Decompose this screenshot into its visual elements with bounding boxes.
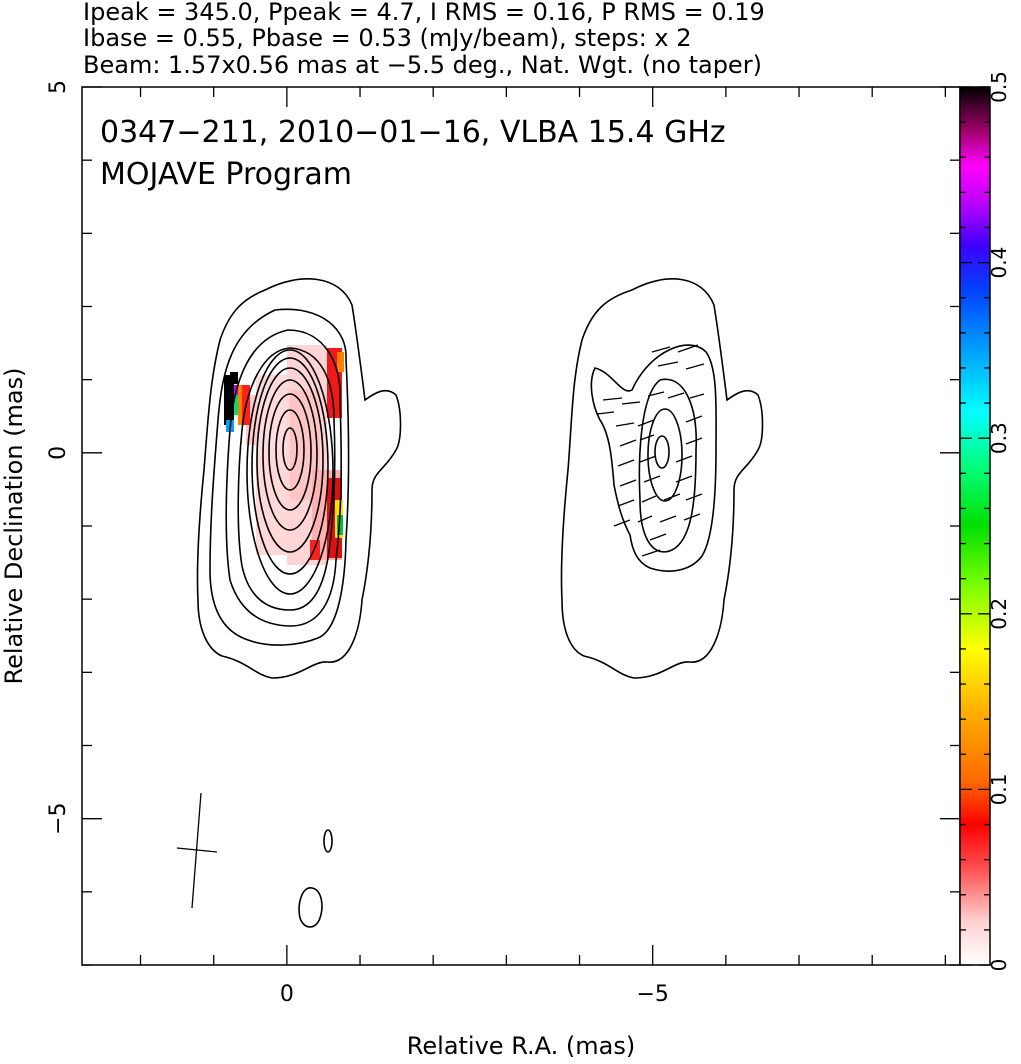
header-base-line: Ibase = 0.55, Pbase = 0.53 (mJy/beam), s… bbox=[83, 24, 692, 52]
y-axis-label: Relative Declination (mas) bbox=[0, 367, 28, 684]
colorbar bbox=[960, 87, 990, 965]
polarization-panel-contours bbox=[560, 278, 764, 679]
colorbar-tick-labels: 0 0.1 0.2 0.3 0.4 0.5 bbox=[987, 71, 1011, 971]
colorbar-tick-label: 0.5 bbox=[987, 71, 1011, 103]
beam-cross bbox=[176, 792, 218, 909]
colorbar-ticks bbox=[960, 86, 990, 966]
x-tick-label: 0 bbox=[280, 982, 294, 1007]
colorbar-tick-label: 0.4 bbox=[987, 247, 1011, 279]
colorbar-tick-label: 0.2 bbox=[987, 598, 1011, 630]
plot-frame bbox=[81, 86, 961, 966]
header-beam-line: Beam: 1.57x0.56 mas at −5.5 deg., Nat. W… bbox=[83, 51, 762, 79]
colorbar-tick-label: 0 bbox=[987, 959, 1011, 972]
plot-title: 0347−211, 2010−01−16, VLBA 15.4 GHz bbox=[100, 115, 726, 150]
x-tick-label: −5 bbox=[636, 982, 668, 1007]
y-tick-labels: 5 0 −5 bbox=[46, 80, 71, 835]
header-stats-line: Ipeak = 345.0, Ppeak = 4.7, I RMS = 0.16… bbox=[83, 0, 765, 26]
x-axis-label: Relative R.A. (mas) bbox=[407, 1032, 635, 1060]
x-tick-labels: 0 −5 bbox=[280, 982, 669, 1007]
colorbar-tick-label: 0.3 bbox=[987, 422, 1011, 454]
colorbar-tick-label: 0.1 bbox=[987, 773, 1011, 805]
evpa-sticks bbox=[596, 344, 705, 557]
axis-ticks bbox=[82, 86, 960, 966]
colorbar-frame bbox=[959, 86, 991, 966]
y-tick-label: 0 bbox=[46, 446, 71, 460]
total-intensity-contours bbox=[196, 278, 402, 928]
y-tick-label: 5 bbox=[46, 80, 71, 94]
plot-subtitle: MOJAVE Program bbox=[100, 157, 352, 192]
y-tick-label: −5 bbox=[46, 802, 71, 834]
